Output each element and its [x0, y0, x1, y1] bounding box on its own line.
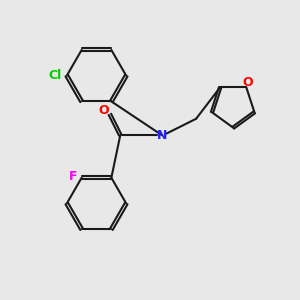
- Text: O: O: [98, 104, 109, 117]
- Text: F: F: [68, 170, 77, 183]
- Text: N: N: [157, 129, 167, 142]
- Text: Cl: Cl: [49, 69, 62, 82]
- Text: O: O: [242, 76, 253, 88]
